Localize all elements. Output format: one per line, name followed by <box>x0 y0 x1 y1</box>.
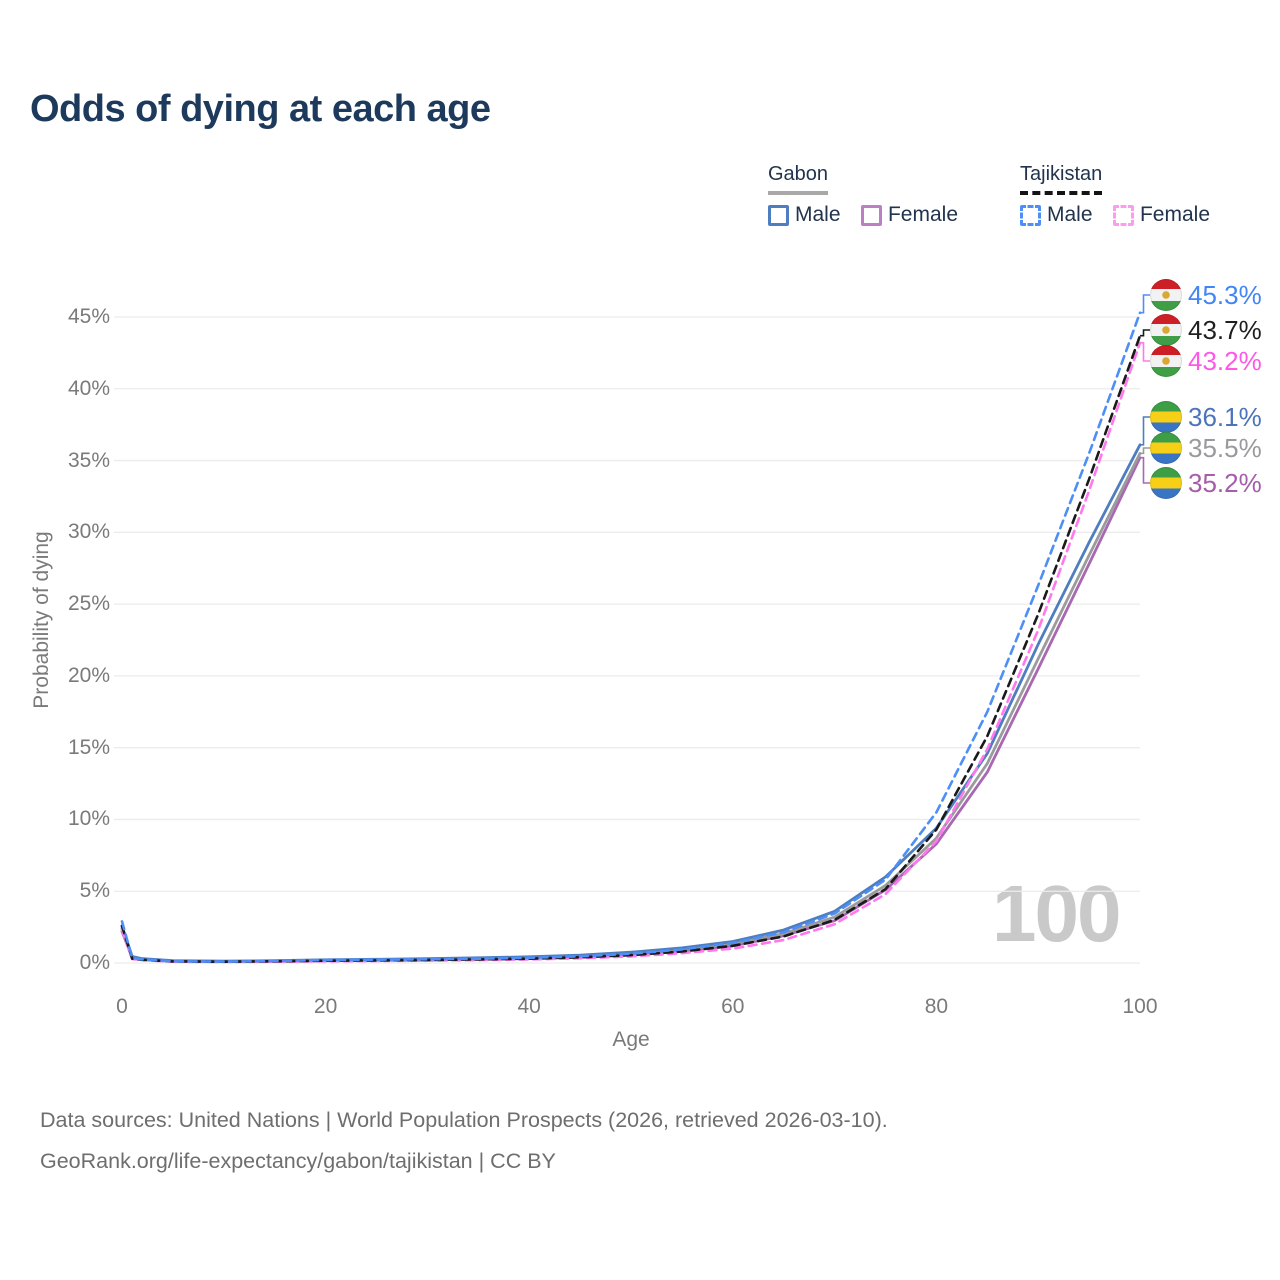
end-label-connector <box>1140 294 1150 314</box>
y-tick-label: 0% <box>79 951 110 974</box>
tajikistan-flag-icon <box>1150 345 1182 377</box>
end-label-tajikistan-female: 43.2% <box>1150 345 1262 377</box>
end-label-connector <box>1140 456 1150 484</box>
x-tick-label: 40 <box>517 995 541 1018</box>
y-tick-label: 25% <box>67 592 110 616</box>
end-label-value: 43.2% <box>1188 345 1262 376</box>
legend-country-tajikistan: Tajikistan <box>1020 163 1103 195</box>
tajikistan-female-swatch-icon <box>1112 204 1134 226</box>
x-axis-title: Age <box>612 1028 650 1051</box>
x-tick-label: 80 <box>924 995 949 1018</box>
y-tick-label: 35% <box>67 448 110 472</box>
gabon-flag-icon <box>1150 432 1182 464</box>
end-label-value: 35.5% <box>1188 432 1262 463</box>
legend-item-tajikistan-female[interactable]: Female <box>1112 203 1211 227</box>
tajikistan-flag-icon <box>1150 279 1182 311</box>
legend-item-label: Female <box>1139 203 1211 226</box>
x-tick-label: 60 <box>721 995 745 1018</box>
legend-group-tajikistan: Tajikistan Male Female <box>1020 163 1226 231</box>
series-line-tajikistan-both-sexes[interactable] <box>120 334 1142 964</box>
y-tick-label: 20% <box>67 663 110 687</box>
end-label-tajikistan-both: 43.7% <box>1150 314 1262 346</box>
end-label-gabon-male: 36.1% <box>1150 401 1262 433</box>
end-label-connector <box>1140 447 1150 455</box>
attribution-note: GeoRank.org/life-expectancy/gabon/tajiki… <box>40 1149 556 1173</box>
legend-item-gabon-male[interactable]: Male <box>768 203 841 227</box>
legend-item-label: Male <box>1047 203 1093 226</box>
x-tick-label: 20 <box>313 995 338 1018</box>
series-line-tajikistan-male[interactable] <box>120 311 1142 963</box>
y-tick-label: 15% <box>67 735 110 759</box>
y-tick-label: 40% <box>67 376 110 400</box>
y-tick-label: 30% <box>67 520 110 544</box>
legend-item-gabon-female[interactable]: Female <box>860 203 959 227</box>
age-watermark: 100 <box>992 869 1121 958</box>
gabon-female-swatch-icon <box>860 204 882 226</box>
legend-group-gabon: Gabon Male Female <box>768 163 974 231</box>
end-label-value: 35.2% <box>1188 467 1262 498</box>
series-line-gabon-male[interactable] <box>120 443 1142 963</box>
end-label-connector <box>1140 416 1150 446</box>
series-line-tajikistan-female[interactable] <box>120 341 1142 964</box>
gabon-male-swatch-icon <box>768 204 789 226</box>
end-label-value: 36.1% <box>1188 401 1262 432</box>
end-label-connector <box>1140 342 1150 362</box>
legend-item-label: Female <box>887 203 959 226</box>
y-tick-label: 10% <box>67 807 110 831</box>
end-label-gabon-female: 35.2% <box>1150 467 1262 499</box>
gabon-flag-icon <box>1150 401 1182 433</box>
legend-item-tajikistan-male[interactable]: Male <box>1020 203 1093 227</box>
y-tick-label: 5% <box>79 879 110 903</box>
gabon-flag-icon <box>1150 467 1182 499</box>
tajikistan-male-swatch-icon <box>1020 204 1041 226</box>
end-label-tajikistan-male: 45.3% <box>1150 279 1262 311</box>
page-title: Odds of dying at each age <box>30 88 491 130</box>
legend-country-gabon: Gabon <box>768 163 829 195</box>
y-tick-label: 45% <box>67 305 110 328</box>
tajikistan-flag-icon <box>1150 314 1182 346</box>
end-label-value: 43.7% <box>1188 314 1262 345</box>
legend-item-label: Male <box>795 203 841 226</box>
end-label-value: 45.3% <box>1188 279 1262 310</box>
end-label-gabon-both: 35.5% <box>1150 432 1262 464</box>
x-tick-label: 0 <box>116 995 128 1018</box>
data-source-note: Data sources: United Nations | World Pop… <box>40 1108 888 1132</box>
end-label-connector <box>1140 329 1150 337</box>
series-line-gabon-both-sexes[interactable] <box>120 451 1142 963</box>
x-tick-label: 100 <box>1122 995 1158 1018</box>
